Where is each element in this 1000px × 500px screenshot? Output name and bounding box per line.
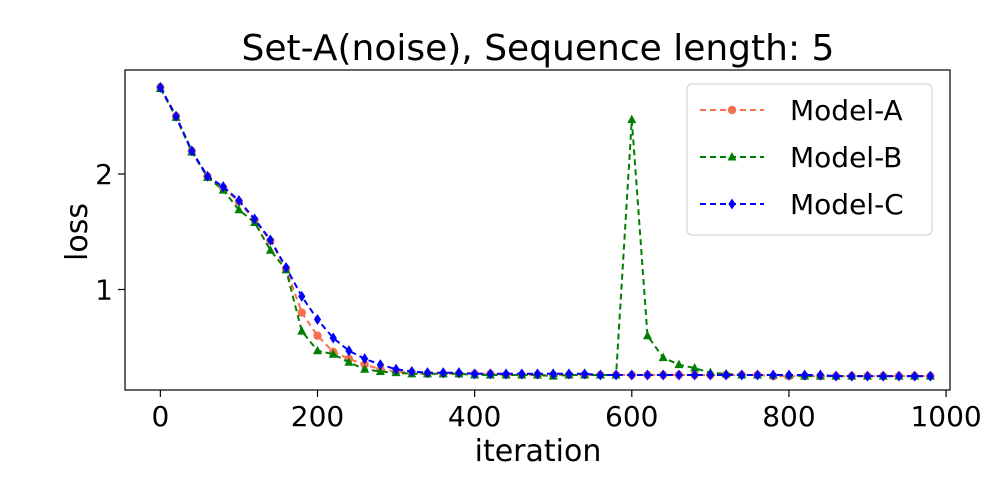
legend-label: Model-A [790, 94, 903, 127]
data-point-model-c [832, 370, 840, 382]
data-point-model-c [439, 367, 447, 379]
data-point-model-c [486, 368, 494, 380]
data-point-model-c [691, 369, 699, 381]
x-tick-label: 800 [762, 400, 815, 433]
chart-title: Set-A(noise), Sequence length: 5 [242, 28, 835, 69]
x-tick-label: 200 [291, 400, 344, 433]
data-point-model-c [392, 363, 400, 375]
legend-label: Model-C [790, 188, 904, 221]
data-point-model-c [329, 332, 337, 344]
y-axis-label: loss [60, 203, 95, 261]
data-point-model-c [848, 370, 856, 382]
data-point-model-c [628, 369, 636, 381]
data-point-model-c [801, 369, 809, 381]
series-model-c [156, 81, 934, 382]
data-point-model-b [297, 326, 307, 335]
data-point-model-b [328, 349, 338, 358]
data-point-model-b [234, 204, 244, 214]
data-point-model-c [863, 370, 872, 382]
data-point-model-c [753, 369, 762, 381]
data-point-model-b [360, 364, 370, 373]
data-point-model-a [297, 308, 306, 317]
data-point-model-c [282, 262, 290, 274]
data-point-model-c [565, 368, 573, 380]
data-point-model-c [738, 369, 746, 381]
data-point-model-c [895, 370, 903, 382]
data-point-model-b [674, 359, 684, 369]
data-point-model-c [911, 370, 919, 382]
data-point-model-c [612, 369, 620, 381]
y-tick-label: 1 [95, 273, 113, 306]
x-tick-label: 1000 [910, 400, 981, 433]
data-point-model-c [188, 145, 196, 157]
data-point-model-c [313, 314, 322, 326]
data-point-model-c [219, 181, 227, 193]
data-point-model-b [375, 366, 385, 376]
x-tick-label: 0 [151, 400, 169, 433]
legend-marker [727, 105, 737, 115]
data-point-model-b [313, 345, 322, 355]
data-point-model-c [518, 368, 526, 380]
data-point-model-b [627, 114, 637, 124]
legend-marker [727, 152, 737, 161]
y-tick-label: 2 [95, 158, 113, 191]
plot-frame [124, 69, 951, 391]
data-point-model-c [251, 213, 259, 225]
data-point-model-c [455, 367, 463, 379]
data-point-model-c [502, 368, 510, 380]
data-point-model-c [361, 353, 369, 365]
data-point-model-c [879, 370, 887, 382]
data-point-model-c [235, 195, 243, 207]
data-point-model-c [769, 369, 777, 381]
data-point-model-c [172, 110, 180, 122]
legend: Model-A Model-B Model-C [686, 83, 933, 236]
data-point-model-c [596, 369, 604, 381]
data-point-model-c [533, 368, 542, 380]
data-point-model-b [643, 330, 652, 340]
legend-label: Model-B [790, 141, 902, 174]
data-point-model-c [203, 170, 212, 182]
data-point-model-c [156, 81, 164, 93]
data-point-model-b [658, 352, 668, 362]
data-point-model-c [549, 368, 557, 380]
data-point-model-b [344, 357, 354, 366]
data-point-model-c [785, 369, 793, 381]
data-point-model-c [408, 366, 416, 378]
legend-box [686, 83, 933, 236]
data-point-model-c [298, 290, 306, 302]
x-tick-label: 600 [605, 400, 658, 433]
data-point-model-c [659, 369, 667, 381]
x-axis-label: iteration [475, 434, 602, 469]
data-point-model-c [266, 234, 274, 246]
data-point-model-c [675, 369, 683, 381]
data-point-model-c [926, 370, 934, 382]
data-point-model-c [345, 345, 353, 357]
data-point-model-a [313, 331, 322, 340]
legend-marker [728, 198, 736, 210]
data-point-model-c [471, 368, 479, 380]
data-point-model-c [581, 368, 589, 380]
data-point-model-b [690, 363, 700, 372]
data-point-model-b [265, 245, 275, 254]
data-point-model-c [643, 369, 652, 381]
data-point-model-c [423, 367, 432, 379]
data-point-model-c [722, 369, 730, 381]
data-point-model-c [376, 359, 384, 371]
data-point-model-c [706, 369, 714, 381]
data-point-model-c [816, 369, 824, 381]
x-tick-label: 400 [448, 400, 501, 433]
